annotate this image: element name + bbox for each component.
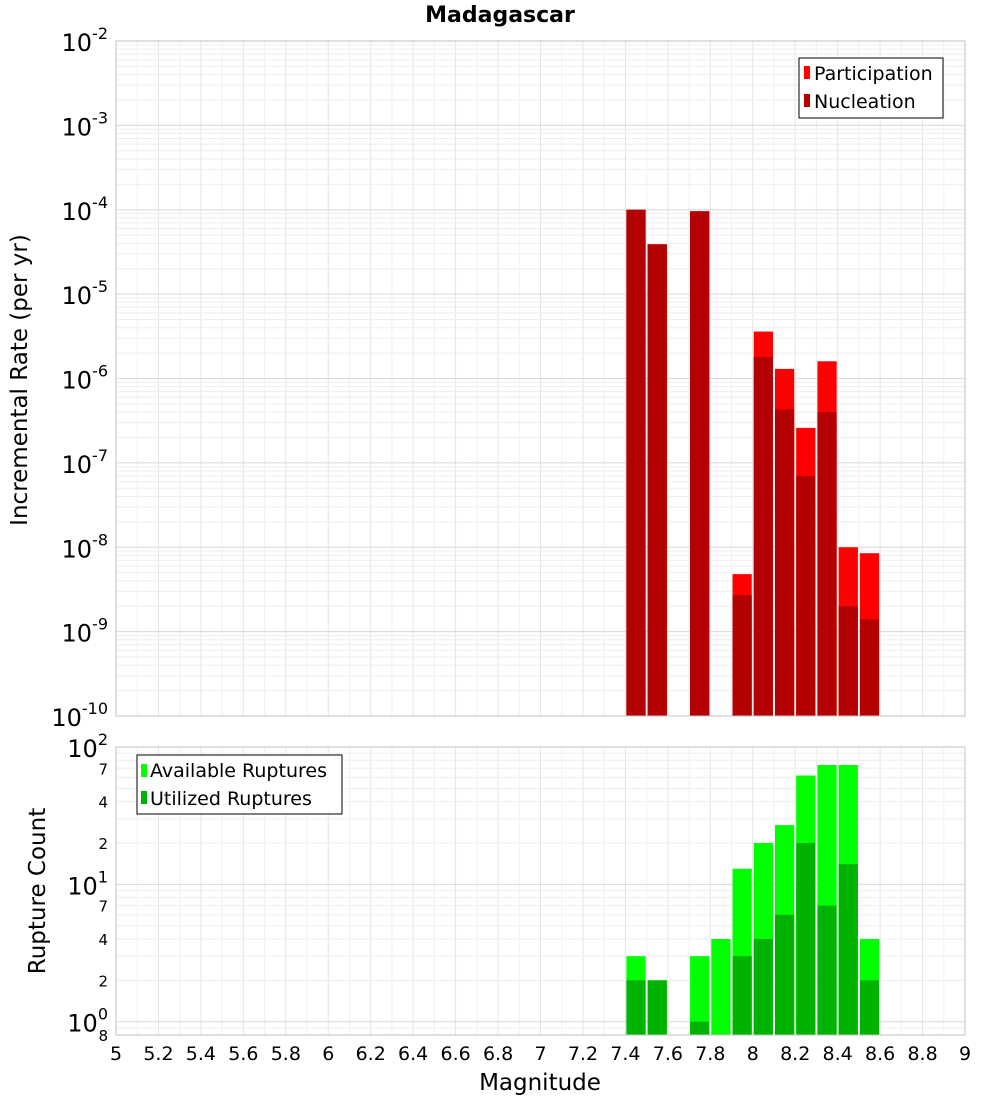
y-tick-label: 100 bbox=[67, 1005, 108, 1038]
legend-label-utilized: Utilized Ruptures bbox=[150, 788, 312, 810]
y-tick-label: 10-4 bbox=[62, 193, 109, 226]
y-tick-label: 2 bbox=[98, 835, 108, 853]
top-y-tick-labels: 10-10 10-9 10-8 10-7 10-6 10-5 10-4 10-3 10-2 bbox=[51, 24, 108, 732]
nucleation-bar bbox=[690, 211, 710, 717]
x-tick-label: 6.4 bbox=[398, 1043, 428, 1065]
top-plot: 10-10 10-9 10-8 10-7 10-6 10-5 10-4 10-3 10-2 In… bbox=[7, 24, 966, 732]
x-tick-label: 8.6 bbox=[865, 1043, 895, 1065]
legend-swatch-nucleation bbox=[804, 94, 810, 107]
x-tick-labels: 5 5.2 5.4 5.6 5.8 6 6.2 6.4 6.6 6.8 7 7.2 7.4 7.6 7.8 8… bbox=[110, 1043, 971, 1065]
utilized-ruptures-bar bbox=[647, 980, 667, 1035]
x-tick-label: 6.2 bbox=[356, 1043, 386, 1065]
x-tick-label: 7.8 bbox=[695, 1043, 725, 1065]
x-tick-label: 5.6 bbox=[228, 1043, 258, 1065]
x-tick-label: 8.8 bbox=[907, 1043, 937, 1065]
x-tick-label: 7.4 bbox=[610, 1043, 640, 1065]
available-ruptures-bar bbox=[711, 939, 731, 1035]
x-tick-label: 5 bbox=[110, 1043, 122, 1065]
bottom-bars bbox=[626, 764, 880, 1035]
utilized-ruptures-bar bbox=[626, 980, 646, 1035]
nucleation-bar bbox=[838, 606, 858, 716]
utilized-ruptures-bar bbox=[732, 956, 752, 1035]
utilized-ruptures-bar bbox=[817, 905, 837, 1035]
nucleation-bar bbox=[732, 595, 752, 716]
y-tick-label: 4 bbox=[98, 931, 108, 949]
y-tick-label: 10-7 bbox=[62, 446, 109, 479]
utilized-ruptures-bar bbox=[859, 980, 880, 1035]
x-tick-label: 8 bbox=[747, 1043, 759, 1065]
y-tick-label: 4 bbox=[98, 794, 108, 812]
utilized-ruptures-bar bbox=[796, 843, 816, 1035]
utilized-ruptures-bar bbox=[774, 914, 795, 1035]
x-tick-label: 5.8 bbox=[271, 1043, 301, 1065]
x-tick-label: 8.4 bbox=[823, 1043, 853, 1065]
x-tick-label: 7 bbox=[534, 1043, 546, 1065]
nucleation-bar bbox=[647, 244, 667, 717]
nucleation-bar bbox=[796, 475, 816, 716]
nucleation-bar bbox=[859, 619, 880, 716]
y-tick-label: 101 bbox=[67, 867, 108, 900]
legend-swatch-utilized bbox=[141, 791, 147, 804]
top-plot-frame bbox=[115, 40, 966, 717]
nucleation-bar bbox=[753, 356, 773, 716]
y-tick-label: 10-9 bbox=[62, 615, 109, 648]
top-grid bbox=[115, 41, 966, 717]
y-tick-label: 10-3 bbox=[62, 108, 109, 141]
legend-swatch-available bbox=[141, 764, 147, 777]
legend-label-available: Available Ruptures bbox=[150, 760, 327, 782]
nucleation-bar bbox=[817, 412, 837, 716]
x-tick-label: 6.8 bbox=[483, 1043, 513, 1065]
bottom-y-axis-label: Rupture Count bbox=[25, 808, 51, 974]
top-y-axis-label: Incremental Rate (per yr) bbox=[7, 234, 33, 526]
nucleation-bar bbox=[774, 409, 795, 716]
x-axis-label: Magnitude bbox=[479, 1070, 601, 1096]
y-tick-label: 2 bbox=[98, 972, 108, 990]
bottom-legend: Available Ruptures Utilized Ruptures bbox=[136, 754, 343, 815]
y-tick-label: 10-8 bbox=[62, 530, 109, 563]
y-tick-label: 10-2 bbox=[62, 24, 109, 57]
y-tick-label: 10-10 bbox=[51, 699, 108, 732]
x-tick-label: 5.2 bbox=[143, 1043, 173, 1065]
y-tick-label: 8 bbox=[98, 1027, 108, 1045]
x-tick-label: 8.2 bbox=[780, 1043, 810, 1065]
available-ruptures-bar bbox=[690, 956, 710, 1035]
y-tick-label: 10-5 bbox=[62, 277, 109, 310]
utilized-ruptures-bar bbox=[753, 939, 773, 1035]
chart-title: Madagascar bbox=[425, 3, 575, 28]
x-tick-label: 7.6 bbox=[653, 1043, 683, 1065]
x-tick-label: 6.6 bbox=[440, 1043, 470, 1065]
x-tick-label: 7.2 bbox=[568, 1043, 598, 1065]
top-bars bbox=[626, 209, 880, 717]
y-tick-label: 10-6 bbox=[62, 362, 109, 395]
x-tick-label: 5.4 bbox=[186, 1043, 216, 1065]
legend-label-nucleation: Nucleation bbox=[814, 91, 916, 113]
legend-label-participation: Participation bbox=[814, 63, 933, 85]
top-legend: Participation Nucleation bbox=[798, 57, 944, 119]
legend-swatch-participation bbox=[804, 66, 810, 79]
bottom-legend-box bbox=[136, 754, 343, 815]
utilized-ruptures-bar bbox=[690, 1021, 710, 1035]
nucleation-bar bbox=[626, 209, 646, 716]
y-tick-label: 7 bbox=[98, 898, 108, 916]
utilized-ruptures-bar bbox=[838, 864, 858, 1035]
y-tick-label: 102 bbox=[67, 730, 108, 763]
top-legend-box bbox=[798, 57, 944, 119]
bottom-plot-frame bbox=[115, 746, 966, 1036]
x-tick-label: 9 bbox=[959, 1043, 971, 1065]
x-tick-label: 6 bbox=[322, 1043, 334, 1065]
y-tick-label: 7 bbox=[98, 760, 108, 778]
